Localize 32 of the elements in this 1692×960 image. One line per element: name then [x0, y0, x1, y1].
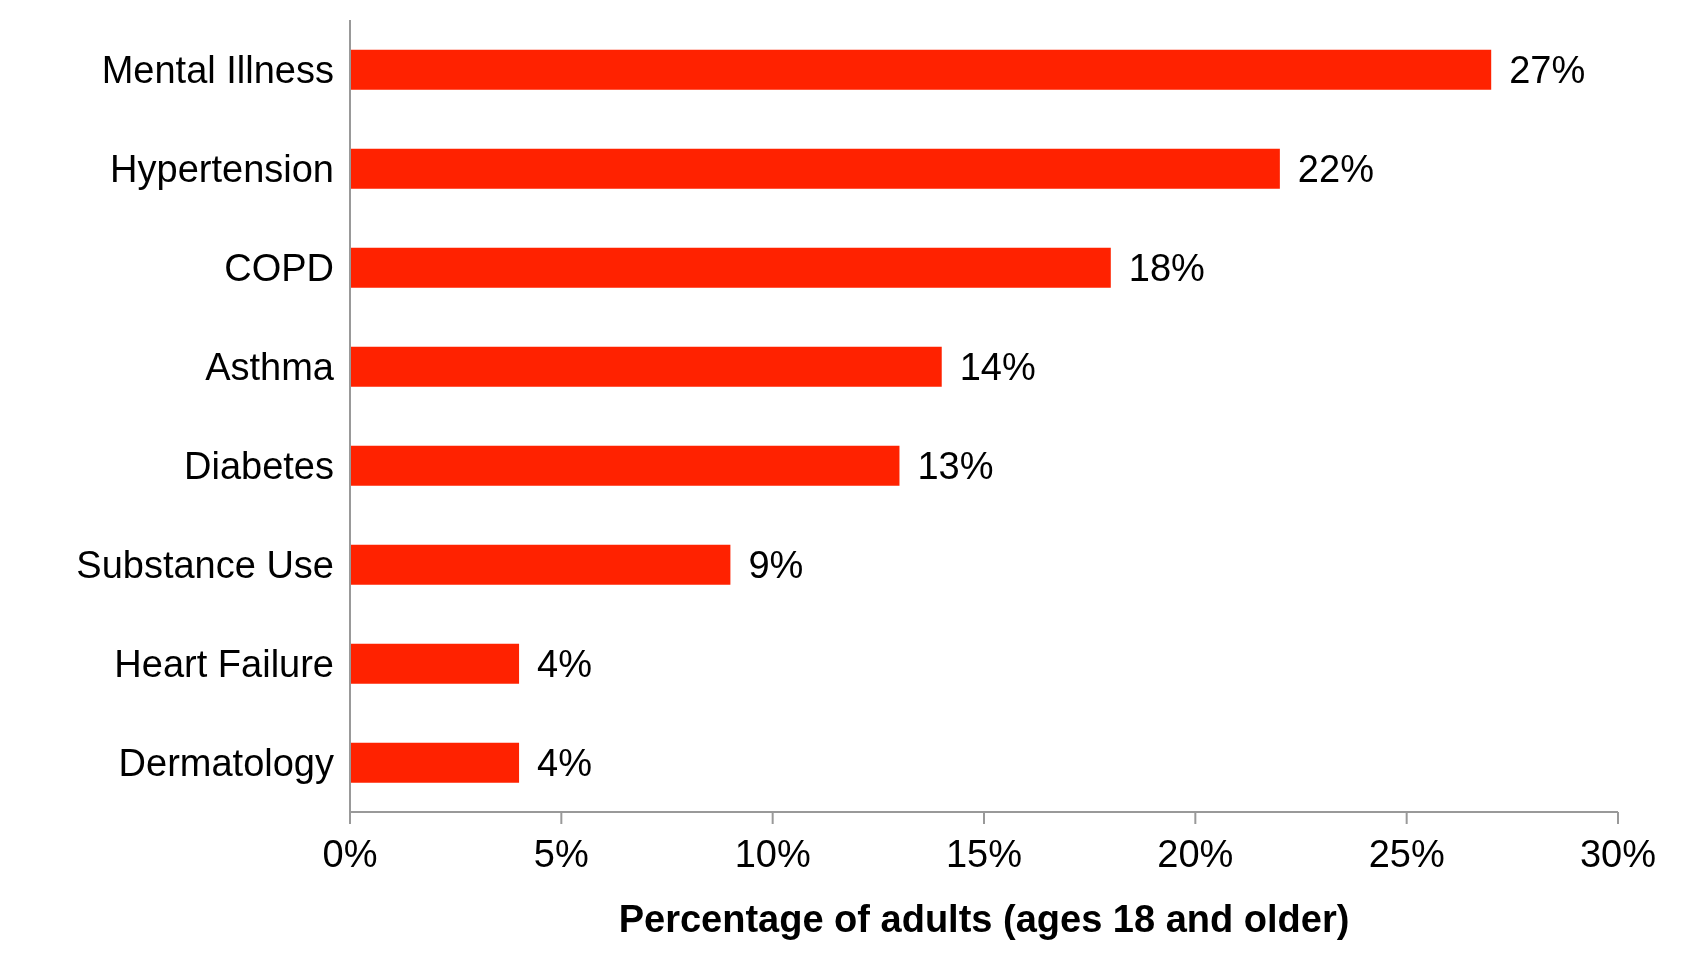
y-tick-label: Asthma: [205, 345, 335, 388]
data-label: 13%: [917, 445, 994, 488]
bar: [350, 49, 1492, 90]
y-tick-label: COPD: [224, 246, 334, 289]
bar: [350, 742, 520, 783]
y-tick-label: Dermatology: [118, 741, 334, 784]
x-tick-label: 25%: [1368, 832, 1445, 875]
x-tick-label: 20%: [1157, 832, 1234, 875]
data-label: 9%: [748, 544, 804, 587]
data-label: 14%: [959, 346, 1036, 389]
x-tick-label: 0%: [322, 832, 378, 875]
bar: [350, 445, 900, 486]
data-label: 27%: [1509, 49, 1586, 92]
x-tick-label: 30%: [1579, 832, 1657, 875]
data-label: 18%: [1128, 247, 1205, 290]
y-tick-label: Mental Illness: [101, 48, 334, 91]
data-label: 4%: [537, 742, 592, 785]
y-tick-label: Heart Failure: [114, 642, 334, 685]
y-tick-label: Substance Use: [76, 543, 334, 586]
bar: [350, 544, 731, 585]
y-tick-label: Diabetes: [184, 444, 334, 487]
data-label: 4%: [537, 643, 592, 686]
x-tick-label: 10%: [734, 832, 811, 875]
data-label: 22%: [1297, 148, 1374, 191]
bar: [350, 247, 1111, 288]
bar: [350, 346, 942, 387]
x-axis-title: Percentage of adults (ages 18 and older): [618, 898, 1350, 940]
bar: [350, 148, 1280, 189]
bar: [350, 643, 520, 684]
x-tick-label: 5%: [533, 832, 589, 875]
x-tick-label: 15%: [945, 832, 1023, 875]
y-tick-label: Hypertension: [110, 147, 334, 190]
